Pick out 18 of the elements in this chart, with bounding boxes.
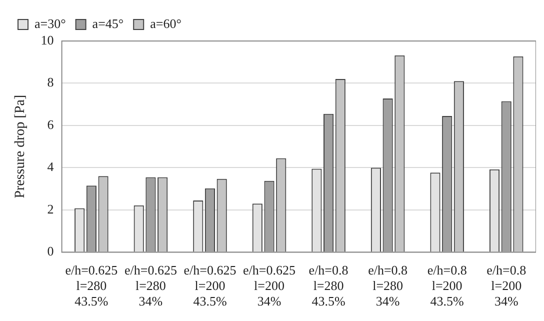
x-tick-label: e/h=0.8 l=280 34% [368,262,408,309]
y-tick-label: 0 [47,244,54,259]
y-axis-title: Pressure drop [Pa] [13,94,28,198]
legend-label: a=45° [92,16,124,31]
y-tick-label: 2 [47,201,54,216]
x-tick-label: e/h=0.8 l=200 34% [486,262,526,309]
legend-label: a=60° [150,16,182,31]
y-tick-label: 6 [47,116,54,132]
legend-label: a=30° [34,16,66,31]
x-tick-label: e/h=0.625 l=280 34% [124,262,177,309]
x-tick-label: e/h=0.625 l=280 43.5% [65,262,118,309]
x-tick-label: e/h=0.625 l=200 43.5% [184,262,236,309]
x-tick-label: e/h=0.8 l=200 43.5% [427,262,467,309]
y-tick-label: 8 [47,74,54,90]
y-tick-label: 10 [40,32,54,48]
x-tick-label: e/h=0.625 l=200 34% [243,262,296,309]
y-tick-label: 4 [47,159,54,174]
x-tick-label: e/h=0.8 l=280 43.5% [308,262,348,309]
